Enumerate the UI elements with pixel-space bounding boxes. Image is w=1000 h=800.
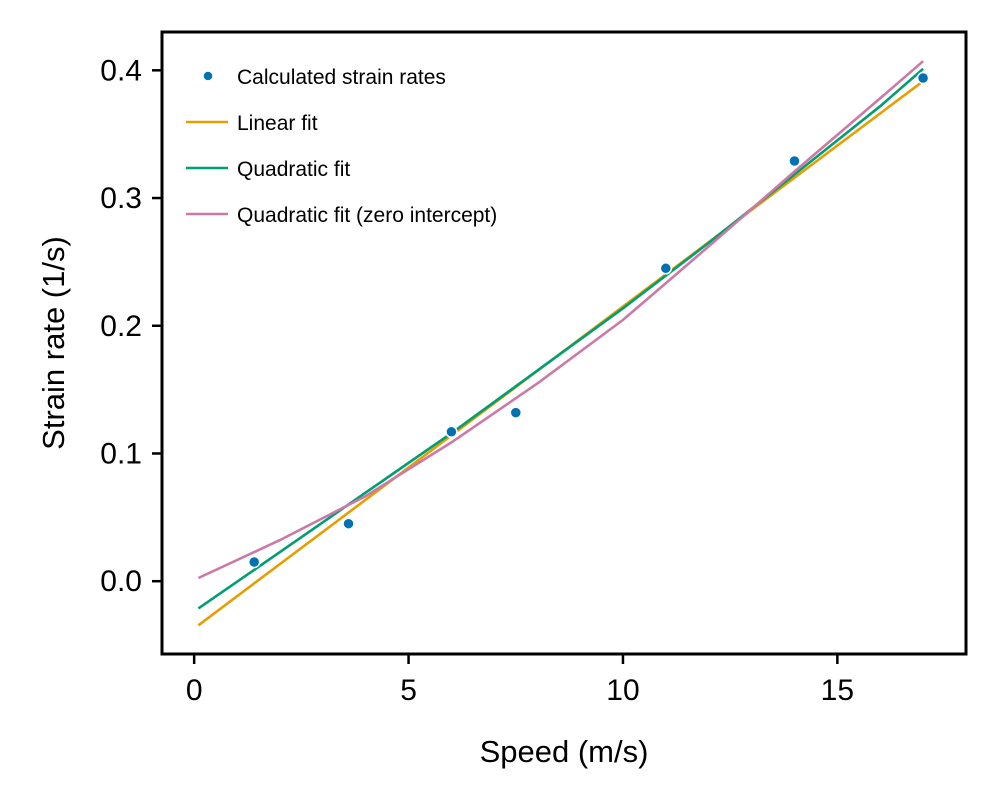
x-axis-label: Speed (m/s) bbox=[480, 734, 649, 769]
x-tick-label: 10 bbox=[606, 674, 639, 707]
data-point bbox=[659, 262, 673, 275]
legend-label-3: Quadratic fit (zero intercept) bbox=[237, 204, 497, 227]
legend: Calculated strain rates Linear fit Quadrat… bbox=[186, 66, 497, 227]
x-tick-label: 15 bbox=[821, 674, 854, 707]
legend-label-scatter: Calculated strain rates bbox=[237, 66, 446, 89]
series-line-2 bbox=[197, 67, 924, 610]
data-point bbox=[445, 425, 458, 439]
y-tick-label: 0.4 bbox=[100, 54, 142, 87]
y-axis-ticks: 0.0 0.1 0.2 0.3 0.4 bbox=[100, 54, 162, 598]
x-tick-label: 5 bbox=[400, 674, 417, 707]
data-point bbox=[916, 71, 930, 85]
data-point bbox=[342, 517, 355, 530]
x-axis-ticks: 0 5 10 15 bbox=[186, 654, 854, 707]
legend-label-1: Linear fit bbox=[237, 112, 318, 135]
y-tick-label: 0.1 bbox=[100, 437, 142, 470]
plot-area bbox=[197, 60, 930, 627]
legend-label-2: Quadratic fit bbox=[237, 158, 350, 181]
y-tick-label: 0.3 bbox=[100, 182, 142, 215]
data-point bbox=[509, 406, 523, 419]
data-point bbox=[247, 555, 261, 569]
y-tick-label: 0.2 bbox=[100, 310, 142, 343]
legend-marker-scatter bbox=[202, 70, 214, 82]
series-line-3 bbox=[197, 60, 924, 580]
x-tick-label: 0 bbox=[186, 674, 203, 707]
data-point bbox=[788, 154, 801, 168]
y-tick-label: 0.0 bbox=[100, 565, 142, 598]
y-axis-label: Strain rate (1/s) bbox=[36, 236, 71, 450]
plot-frame bbox=[160, 30, 968, 656]
